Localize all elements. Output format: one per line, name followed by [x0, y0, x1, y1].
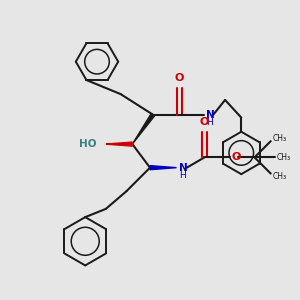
- Text: N: N: [206, 110, 215, 120]
- Text: O: O: [175, 73, 184, 83]
- Text: HO: HO: [80, 139, 97, 149]
- Polygon shape: [132, 113, 154, 144]
- Text: H: H: [206, 118, 213, 127]
- Text: CH₃: CH₃: [273, 134, 287, 143]
- Text: H: H: [179, 171, 186, 180]
- Text: O: O: [200, 117, 209, 127]
- Polygon shape: [150, 166, 176, 170]
- Text: O: O: [232, 152, 241, 162]
- Text: N: N: [179, 163, 188, 173]
- Text: CH₃: CH₃: [273, 172, 287, 181]
- Text: CH₃: CH₃: [277, 153, 291, 162]
- Polygon shape: [106, 142, 132, 146]
